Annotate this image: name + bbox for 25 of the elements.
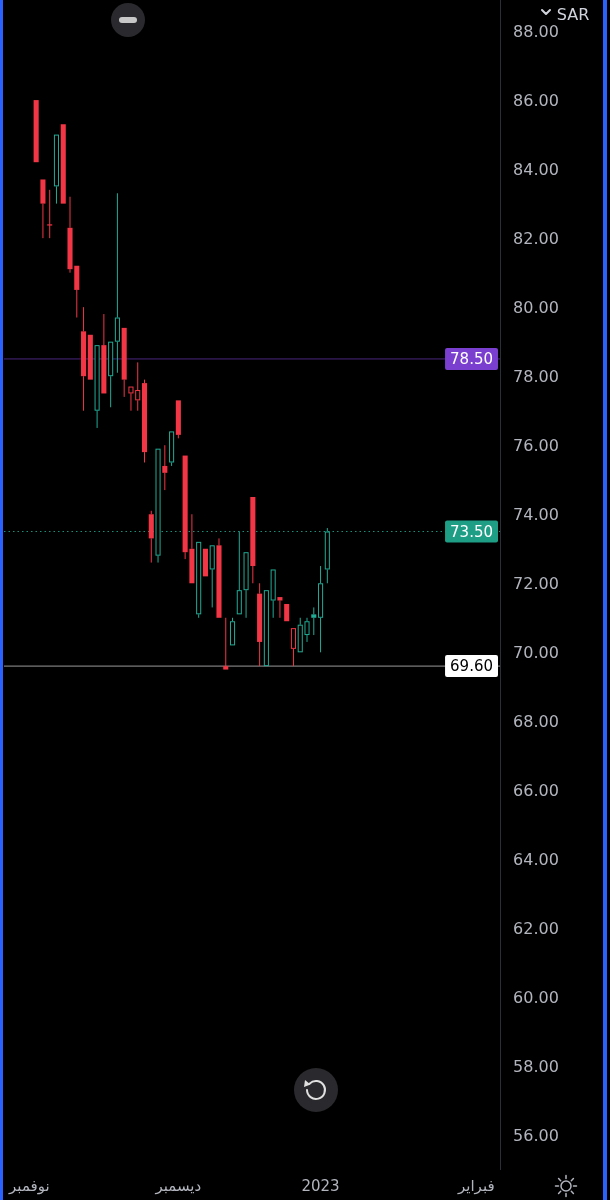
y-tick-label: 80.00 bbox=[513, 297, 559, 317]
y-tick-label: 88.00 bbox=[513, 21, 559, 41]
y-tick-label: 82.00 bbox=[513, 228, 559, 248]
ref-line-label: 78.50 bbox=[450, 349, 493, 368]
y-tick-label: 86.00 bbox=[513, 90, 559, 110]
y-tick-label: 62.00 bbox=[513, 918, 559, 938]
y-tick-label: 74.00 bbox=[513, 504, 559, 524]
x-tick-label: فبراير bbox=[457, 1177, 495, 1195]
y-tick-label: 60.00 bbox=[513, 987, 559, 1007]
y-tick-label: 56.00 bbox=[513, 1125, 559, 1145]
y-tick-label: 78.00 bbox=[513, 366, 559, 386]
y-tick-label: 84.00 bbox=[513, 159, 559, 179]
y-tick-label: 70.00 bbox=[513, 642, 559, 662]
y-tick-label: 68.00 bbox=[513, 711, 559, 731]
y-tick-label: 64.00 bbox=[513, 849, 559, 869]
x-tick-label: ديسمبر bbox=[154, 1177, 202, 1195]
ref-line-label: 73.50 bbox=[450, 522, 493, 541]
y-tick-label: 66.00 bbox=[513, 780, 559, 800]
ref-line-label: 69.60 bbox=[450, 657, 493, 676]
y-axis-title: SAR bbox=[556, 4, 590, 24]
x-tick-label: 2023 bbox=[301, 1177, 340, 1195]
y-tick-label: 76.00 bbox=[513, 435, 559, 455]
y-tick-label: 58.00 bbox=[513, 1056, 559, 1076]
x-tick-label: نوفمبر bbox=[8, 1177, 50, 1195]
y-tick-label: 72.00 bbox=[513, 573, 559, 593]
